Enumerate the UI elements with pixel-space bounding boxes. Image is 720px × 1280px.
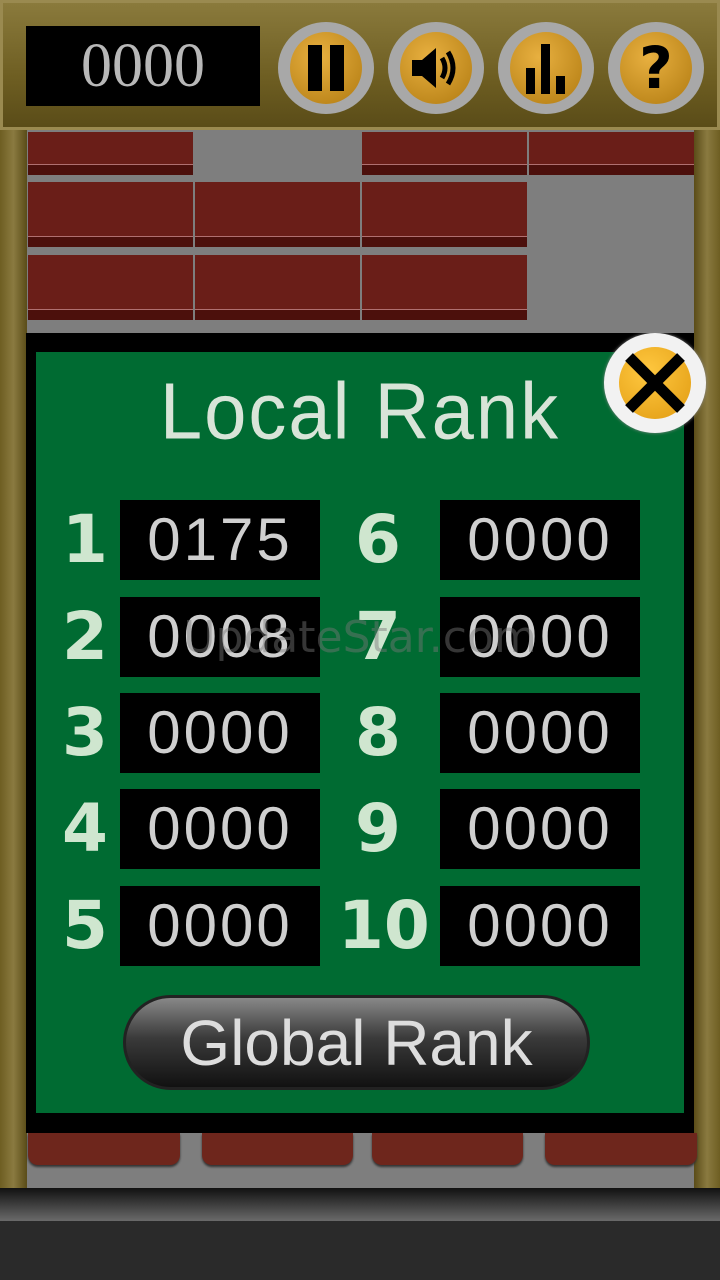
help-icon: ? [639, 34, 673, 102]
bottom-bar [0, 1188, 720, 1221]
sound-icon [412, 48, 456, 88]
sound-button[interactable] [388, 22, 484, 114]
rank-number: 4 [62, 790, 108, 867]
pause-icon [308, 45, 344, 91]
brick [28, 182, 193, 247]
rank-score: 0008 [120, 597, 320, 677]
dialog-title: Local Rank [159, 366, 561, 457]
stats-button[interactable] [498, 22, 594, 114]
pause-button[interactable] [278, 22, 374, 114]
brick [362, 132, 527, 175]
rank-number: 5 [62, 887, 108, 964]
rank-number: 10 [338, 887, 430, 964]
rank-number: 2 [62, 598, 108, 675]
rank-score: 0000 [120, 789, 320, 869]
rank-score: 0000 [440, 500, 640, 580]
brick [362, 182, 527, 247]
brick [372, 1133, 523, 1165]
rank-score: 0175 [120, 500, 320, 580]
rank-score: 0000 [440, 789, 640, 869]
rank-number: 3 [62, 694, 108, 771]
rank-score: 0000 [120, 693, 320, 773]
rank-score: 0000 [440, 597, 640, 677]
frame-left [0, 130, 27, 1188]
score-display: 0000 [26, 26, 260, 106]
brick [195, 182, 360, 247]
rank-number: 6 [355, 501, 401, 578]
close-icon [625, 353, 685, 413]
help-button[interactable]: ? [608, 22, 704, 114]
brick [28, 1133, 180, 1165]
rank-number: 7 [355, 598, 401, 675]
brick [195, 255, 360, 320]
frame-right [694, 130, 720, 1188]
close-button[interactable] [604, 333, 706, 433]
brick [529, 132, 694, 175]
brick [28, 255, 193, 320]
rank-score: 0000 [440, 693, 640, 773]
brick [545, 1133, 697, 1165]
global-rank-button[interactable]: Global Rank [123, 995, 590, 1090]
rank-score: 0000 [120, 886, 320, 966]
rank-number: 8 [355, 694, 401, 771]
rank-number: 1 [62, 501, 108, 578]
brick [362, 255, 527, 320]
watermark: UpdateStar.com [183, 612, 537, 663]
rank-score: 0000 [440, 886, 640, 966]
stats-icon [526, 44, 565, 94]
brick [202, 1133, 353, 1165]
brick [28, 132, 193, 175]
rank-number: 9 [355, 790, 401, 867]
